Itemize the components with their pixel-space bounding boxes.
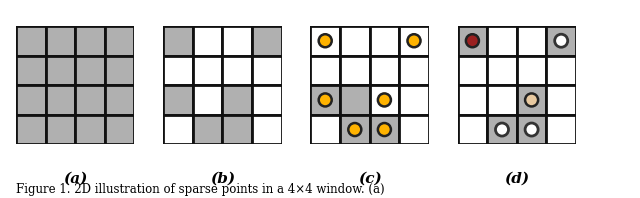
Text: (a): (a) — [63, 171, 88, 185]
Circle shape — [555, 34, 568, 47]
Bar — [370, 26, 399, 56]
Bar — [223, 26, 252, 56]
Bar — [76, 85, 105, 115]
Bar — [16, 56, 45, 85]
Bar — [252, 56, 282, 85]
Bar — [399, 85, 429, 115]
Bar — [76, 115, 105, 144]
Text: (b): (b) — [210, 171, 235, 185]
Bar — [105, 115, 134, 144]
Bar — [16, 115, 45, 144]
Circle shape — [378, 123, 391, 136]
Bar — [193, 26, 223, 56]
Bar — [45, 85, 76, 115]
Bar — [193, 85, 223, 115]
Circle shape — [525, 93, 538, 107]
Bar — [547, 56, 576, 85]
Bar — [399, 26, 429, 56]
Bar — [487, 115, 517, 144]
Circle shape — [319, 34, 332, 47]
Bar — [223, 115, 252, 144]
Bar — [458, 26, 487, 56]
Bar — [16, 85, 45, 115]
Bar — [163, 56, 193, 85]
Bar — [370, 56, 399, 85]
Bar — [547, 85, 576, 115]
Bar — [340, 56, 370, 85]
Bar — [370, 85, 399, 115]
Bar — [223, 85, 252, 115]
Bar — [458, 115, 487, 144]
Bar — [310, 56, 340, 85]
Bar — [547, 26, 576, 56]
Bar — [163, 85, 193, 115]
Bar — [76, 56, 105, 85]
Circle shape — [348, 123, 362, 136]
Circle shape — [466, 34, 479, 47]
Bar — [547, 115, 576, 144]
Circle shape — [525, 123, 538, 136]
Text: Figure 1. 2D illustration of sparse points in a 4×4 window. (a): Figure 1. 2D illustration of sparse poin… — [16, 183, 385, 196]
Bar — [517, 56, 547, 85]
Bar — [399, 56, 429, 85]
Bar — [163, 115, 193, 144]
Circle shape — [378, 93, 391, 107]
Bar — [223, 56, 252, 85]
Bar — [16, 26, 45, 56]
Bar — [310, 26, 340, 56]
Bar — [399, 115, 429, 144]
Bar — [517, 26, 547, 56]
Bar — [458, 85, 487, 115]
Bar — [370, 115, 399, 144]
Bar — [45, 26, 76, 56]
Circle shape — [408, 34, 420, 47]
Bar — [487, 85, 517, 115]
Text: (d): (d) — [504, 171, 529, 185]
Bar — [193, 56, 223, 85]
Bar — [105, 85, 134, 115]
Circle shape — [319, 93, 332, 107]
Bar — [163, 26, 193, 56]
Bar — [252, 85, 282, 115]
Bar — [252, 115, 282, 144]
Bar — [487, 26, 517, 56]
Bar — [45, 56, 76, 85]
Bar — [517, 115, 547, 144]
Bar — [458, 56, 487, 85]
Bar — [340, 26, 370, 56]
Bar — [340, 115, 370, 144]
Bar — [310, 115, 340, 144]
Bar — [340, 85, 370, 115]
Bar — [487, 56, 517, 85]
Bar — [76, 26, 105, 56]
Bar — [45, 115, 76, 144]
Bar — [517, 85, 547, 115]
Circle shape — [495, 123, 509, 136]
Text: (c): (c) — [358, 171, 381, 185]
Bar — [105, 26, 134, 56]
Bar — [252, 26, 282, 56]
Bar — [310, 85, 340, 115]
Bar — [105, 56, 134, 85]
Bar — [193, 115, 223, 144]
